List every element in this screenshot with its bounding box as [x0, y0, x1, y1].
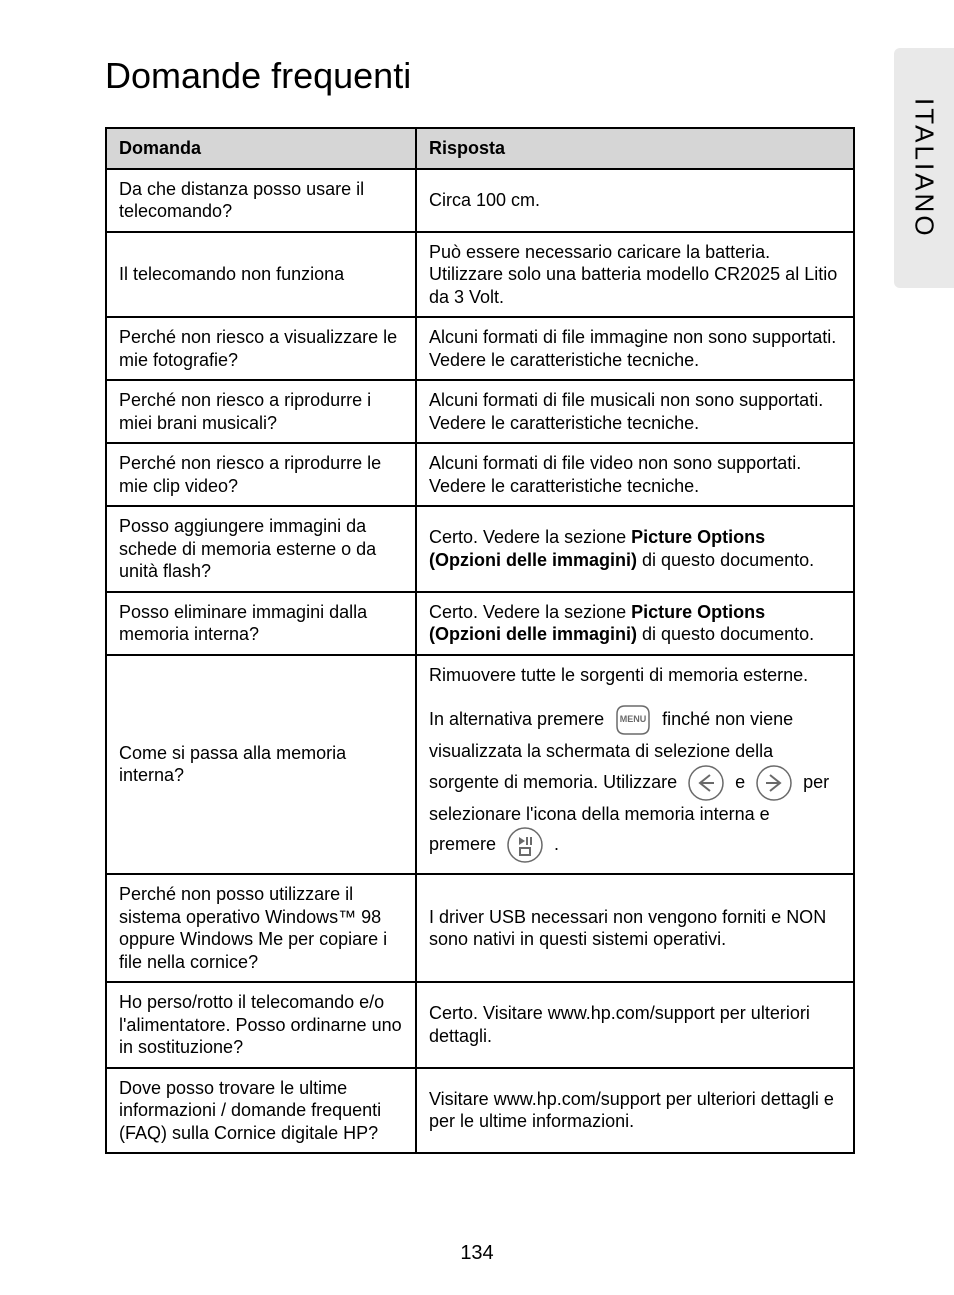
table-row: Perché non posso utilizzare il sistema o…	[106, 874, 854, 982]
play-stop-button-icon	[505, 825, 545, 865]
table-row: Dove posso trovare le ultime informazion…	[106, 1068, 854, 1154]
table-row: Perché non riesco a riprodurre i miei br…	[106, 380, 854, 443]
table-row: Perché non riesco a visualizzare le mie …	[106, 317, 854, 380]
question-cell: Il telecomando non funziona	[106, 232, 416, 318]
question-cell: Perché non riesco a riprodurre le mie cl…	[106, 443, 416, 506]
question-cell: Posso aggiungere immagini da schede di m…	[106, 506, 416, 592]
svg-text:MENU: MENU	[620, 714, 647, 724]
question-cell: Come si passa alla memoria interna?	[106, 655, 416, 875]
question-cell: Perché non posso utilizzare il sistema o…	[106, 874, 416, 982]
answer-cell: Visitare www.hp.com/support per ulterior…	[416, 1068, 854, 1154]
answer-text: Visitare www.hp.com/support per ulterior…	[429, 1089, 834, 1132]
col-header-question: Domanda	[106, 128, 416, 169]
answer-cell: Rimuovere tutte le sorgenti di memoria e…	[416, 655, 854, 875]
col-header-answer: Risposta	[416, 128, 854, 169]
answer-cell: Certo. Visitare www.hp.com/support per u…	[416, 982, 854, 1068]
answer-text: Certo. Vedere la sezione	[429, 527, 631, 547]
faq-table: Domanda Risposta Da che distanza posso u…	[105, 127, 855, 1154]
page-title: Domande frequenti	[105, 55, 894, 97]
answer-cell: Circa 100 cm.	[416, 169, 854, 232]
question-cell: Da che distanza posso usare il telecoman…	[106, 169, 416, 232]
table-row: Posso eliminare immagini dalla memoria i…	[106, 592, 854, 655]
language-tab: ITALIANO	[894, 48, 954, 288]
menu-button-icon: MENU	[613, 700, 653, 740]
answer-text: e	[730, 771, 750, 791]
table-row: Posso aggiungere immagini da schede di m…	[106, 506, 854, 592]
answer-text: .	[549, 834, 559, 854]
page-number: 134	[0, 1242, 954, 1265]
table-row: Da che distanza posso usare il telecoman…	[106, 169, 854, 232]
table-row: Perché non riesco a riprodurre le mie cl…	[106, 443, 854, 506]
question-cell: Ho perso/rotto il telecomando e/o l'alim…	[106, 982, 416, 1068]
question-cell: Dove posso trovare le ultime informazion…	[106, 1068, 416, 1154]
page: ITALIANO Domande frequenti Domanda Rispo…	[0, 0, 954, 1295]
question-cell: Perché non riesco a visualizzare le mie …	[106, 317, 416, 380]
answer-text: Certo. Visitare www.hp.com/support per u…	[429, 1003, 810, 1046]
answer-cell: Alcuni formati di file musicali non sono…	[416, 380, 854, 443]
arrow-right-button-icon	[754, 763, 794, 803]
answer-text: Alcuni formati di file video non sono su…	[429, 453, 801, 496]
table-row: Come si passa alla memoria interna? Rimuo…	[106, 655, 854, 875]
answer-text: I driver USB necessari non vengono forni…	[429, 907, 826, 950]
answer-cell: I driver USB necessari non vengono forni…	[416, 874, 854, 982]
question-cell: Perché non riesco a riprodurre i miei br…	[106, 380, 416, 443]
arrow-left-button-icon	[686, 763, 726, 803]
answer-text: Certo. Vedere la sezione	[429, 602, 631, 622]
answer-text: Rimuovere tutte le sorgenti di memoria e…	[429, 664, 841, 687]
answer-cell: Alcuni formati di file immagine non sono…	[416, 317, 854, 380]
answer-text: di questo documento.	[637, 550, 814, 570]
table-row: Ho perso/rotto il telecomando e/o l'alim…	[106, 982, 854, 1068]
answer-text: Circa 100 cm.	[429, 190, 540, 210]
answer-text: di questo documento.	[637, 624, 814, 644]
answer-text: Alcuni formati di file musicali non sono…	[429, 390, 823, 433]
answer-cell: Certo. Vedere la sezione Picture Options…	[416, 592, 854, 655]
answer-text: Alcuni formati di file immagine non sono…	[429, 327, 836, 370]
answer-cell: Alcuni formati di file video non sono su…	[416, 443, 854, 506]
question-cell: Posso eliminare immagini dalla memoria i…	[106, 592, 416, 655]
answer-text: Può essere necessario caricare la batter…	[429, 242, 837, 307]
table-row: Il telecomando non funzionaPuò essere ne…	[106, 232, 854, 318]
answer-cell: Certo. Vedere la sezione Picture Options…	[416, 506, 854, 592]
answer-text: In alternativa premere	[429, 709, 609, 729]
table-header-row: Domanda Risposta	[106, 128, 854, 169]
answer-cell: Può essere necessario caricare la batter…	[416, 232, 854, 318]
language-tab-label: ITALIANO	[909, 98, 940, 239]
